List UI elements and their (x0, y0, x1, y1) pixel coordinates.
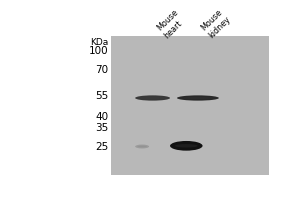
Ellipse shape (177, 95, 219, 101)
Text: Mouse
heart: Mouse heart (155, 8, 187, 40)
Text: 40: 40 (95, 112, 108, 122)
Text: 35: 35 (95, 123, 108, 133)
Ellipse shape (137, 146, 147, 147)
Text: 70: 70 (95, 65, 108, 75)
Ellipse shape (175, 144, 198, 148)
Text: Mouse
kidney: Mouse kidney (199, 7, 232, 40)
Ellipse shape (140, 97, 165, 99)
Ellipse shape (183, 97, 213, 99)
Text: 100: 100 (89, 46, 108, 56)
Ellipse shape (170, 141, 203, 151)
Ellipse shape (135, 95, 170, 101)
Bar (111, 36, 269, 175)
Ellipse shape (135, 145, 149, 148)
Text: 25: 25 (95, 142, 108, 152)
Text: 55: 55 (95, 91, 108, 101)
Text: KDa: KDa (90, 38, 108, 47)
